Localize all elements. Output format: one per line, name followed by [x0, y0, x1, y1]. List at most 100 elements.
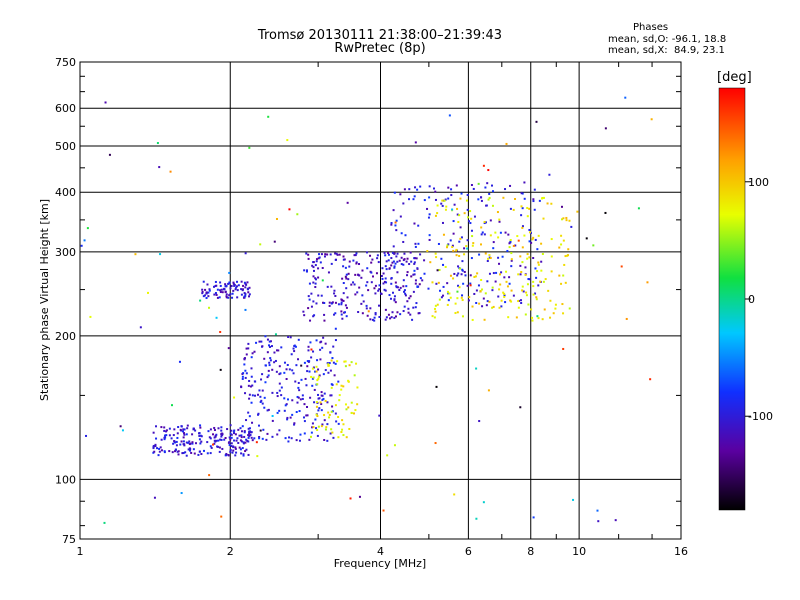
data-point	[504, 301, 507, 304]
data-point	[176, 432, 179, 435]
data-point	[260, 399, 263, 402]
data-point	[192, 448, 195, 451]
data-point	[188, 449, 191, 452]
data-point	[323, 255, 326, 258]
data-point	[502, 196, 505, 199]
data-point	[237, 441, 240, 444]
data-point	[495, 271, 498, 274]
data-point	[455, 254, 458, 257]
data-point	[347, 272, 350, 275]
data-point	[470, 229, 473, 232]
data-point	[220, 288, 223, 291]
data-point	[462, 282, 465, 285]
data-point	[230, 285, 233, 288]
data-point	[156, 142, 159, 145]
data-point	[307, 253, 310, 256]
data-point	[323, 301, 326, 304]
data-point	[527, 303, 530, 306]
data-point	[207, 291, 210, 294]
data-point	[520, 271, 523, 274]
data-point	[438, 268, 441, 271]
data-point	[348, 260, 351, 263]
data-point	[413, 273, 416, 276]
data-point	[320, 340, 323, 343]
data-point	[323, 414, 326, 417]
data-point	[457, 265, 460, 268]
data-point	[541, 197, 544, 200]
data-point	[217, 427, 220, 430]
data-point	[451, 245, 454, 248]
data-point	[549, 316, 552, 319]
data-point	[328, 301, 331, 304]
data-point	[497, 295, 500, 298]
data-point	[441, 204, 444, 207]
phase-stats-extraordinary: mean, sd,X: 84.9, 23.1	[608, 45, 725, 56]
data-point	[271, 368, 274, 371]
data-point	[342, 265, 345, 268]
data-point	[446, 290, 449, 293]
data-point	[337, 415, 340, 418]
data-point	[245, 372, 248, 375]
data-point	[216, 296, 219, 299]
data-point	[288, 368, 291, 371]
data-point	[160, 438, 163, 441]
data-point	[303, 420, 306, 423]
colorbar-unit-label: [deg]	[717, 70, 752, 85]
data-point	[230, 445, 233, 448]
data-point	[414, 186, 417, 189]
data-point	[491, 286, 494, 289]
data-point	[576, 210, 579, 213]
data-point	[312, 366, 315, 369]
data-point	[491, 306, 494, 309]
data-point	[306, 405, 309, 408]
data-point	[428, 238, 431, 241]
data-point	[479, 290, 482, 293]
data-point	[345, 306, 348, 309]
data-point	[326, 253, 329, 256]
data-point	[276, 391, 279, 394]
data-point	[276, 411, 279, 414]
data-point	[206, 452, 209, 455]
data-point	[232, 289, 235, 292]
data-point	[393, 265, 396, 268]
grid-lines	[80, 62, 681, 539]
data-point	[311, 377, 314, 380]
data-point	[487, 389, 490, 392]
data-point	[405, 260, 408, 263]
data-point	[209, 437, 212, 440]
data-point	[414, 257, 417, 260]
data-point	[528, 228, 531, 231]
data-point	[229, 287, 232, 290]
data-point	[486, 300, 489, 303]
data-point	[250, 436, 253, 439]
data-point	[548, 173, 551, 176]
data-point	[330, 383, 333, 386]
data-point	[324, 428, 327, 431]
data-point	[560, 282, 563, 285]
data-point	[235, 439, 238, 442]
data-point	[387, 259, 390, 262]
data-point	[104, 101, 107, 104]
data-point	[248, 397, 251, 400]
data-point	[199, 299, 202, 302]
data-point	[177, 426, 180, 429]
data-point	[521, 246, 524, 249]
data-point	[492, 241, 495, 244]
data-point	[392, 260, 395, 263]
data-point	[331, 410, 334, 413]
data-point	[383, 288, 386, 291]
data-point	[483, 222, 486, 225]
y-axis-label: Stationary phase Virtual Height [km]	[38, 199, 51, 401]
data-point	[342, 292, 345, 295]
data-point	[305, 269, 308, 272]
data-point	[395, 219, 398, 222]
data-point	[374, 284, 377, 287]
data-point	[329, 369, 332, 372]
data-point	[324, 369, 327, 372]
data-point	[301, 397, 304, 400]
data-point	[480, 226, 483, 229]
data-point	[218, 450, 221, 453]
data-point	[233, 429, 236, 432]
data-point	[457, 284, 460, 287]
data-point	[244, 450, 247, 453]
